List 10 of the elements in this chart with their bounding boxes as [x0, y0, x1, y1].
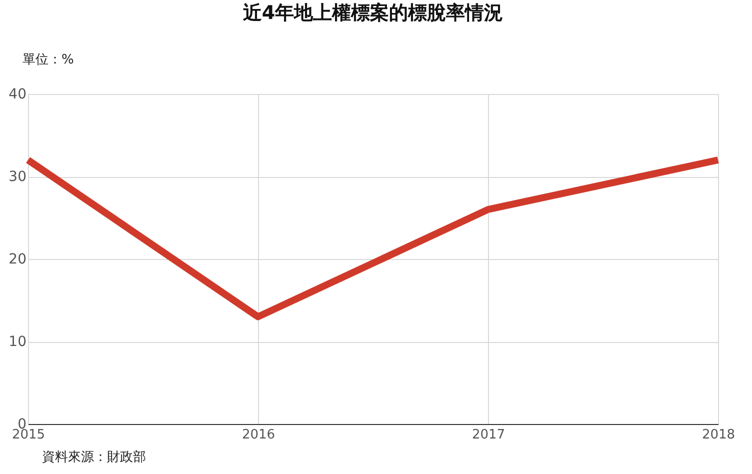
- y-axis-title: 單位：%: [22, 52, 74, 68]
- y-tick-label: 10: [8, 334, 26, 350]
- x-tick-label: 2016: [242, 428, 276, 442]
- y-tick-label: 30: [8, 169, 26, 185]
- x-tick-label: 2017: [472, 428, 506, 442]
- y-tick-label: 20: [8, 252, 26, 268]
- x-tick-label: 2018: [702, 428, 736, 442]
- source-note: 資料來源：財政部: [42, 449, 146, 466]
- y-tick-label: 40: [8, 86, 26, 102]
- chart-title: 近4年地上權標案的標脫率情況: [242, 2, 504, 24]
